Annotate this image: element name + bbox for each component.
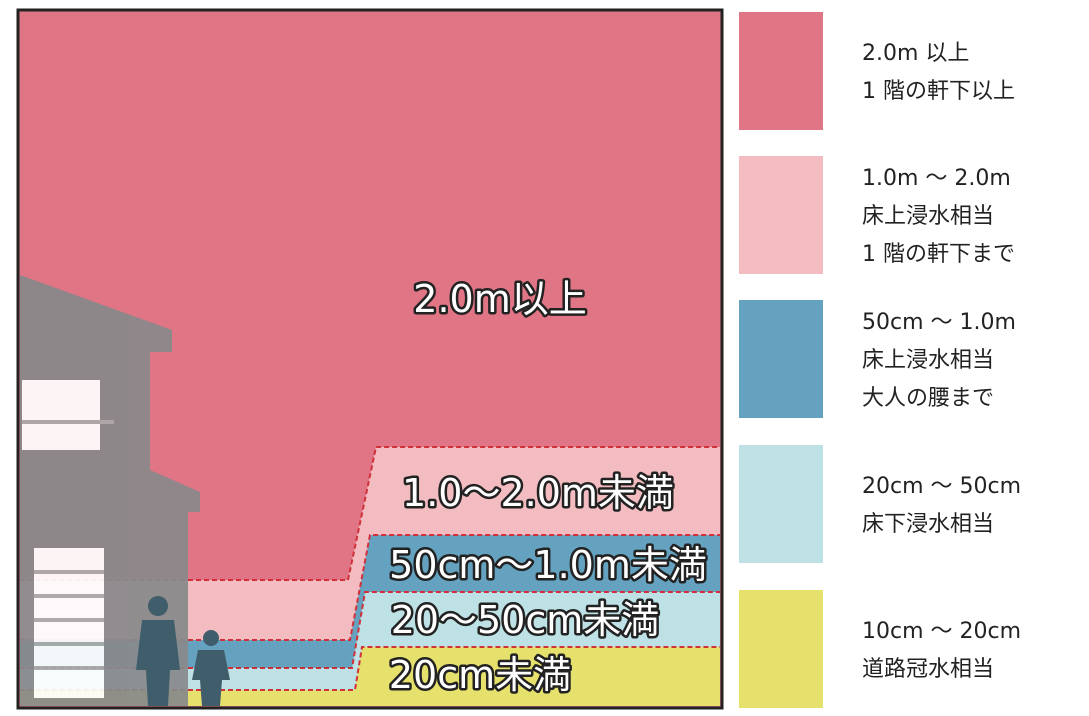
legend-text: 1.0m 〜 2.0m [862,166,1011,191]
boundary [20,646,720,691]
zone-label: 20cm未満 [389,653,571,697]
legend-text: 大人の腰まで [862,386,994,411]
legend-text: 2.0m 以上 [862,41,969,66]
legend-swatch [739,12,823,130]
legend-swatch [739,590,823,708]
zone-label: 2.0m以上 [413,277,586,321]
legend-text: 道路冠水相当 [862,657,994,682]
legend-text: 1 階の軒下まで [862,242,1015,267]
legend-swatch [739,156,823,274]
legend: 2.0m 以上 1 階の軒下以上 1.0m 〜 2.0m 床上浸水相当 1 階の軒下まで… [739,12,1021,708]
zone-label: 50cm〜1.0m未満 [389,543,707,587]
boundary [20,591,720,669]
legend-text: 1 階の軒下以上 [862,79,1015,104]
legend-text: 床上浸水相当 [862,348,994,373]
people [136,596,230,706]
frame [16,8,724,710]
legend-text: 50cm 〜 1.0m [862,310,1016,335]
legend-text: 床下浸水相当 [862,512,994,537]
legend-text: 10cm 〜 20cm [862,619,1021,644]
legend-text: 床上浸水相当 [862,204,994,229]
zone-label: 1.0〜2.0m未満 [402,471,674,515]
legend-swatch [739,445,823,563]
zone-under-20 [20,647,720,706]
legend-swatch [739,300,823,418]
zone-label: 20〜50cm未満 [391,598,660,642]
legend-text: 20cm 〜 50cm [862,474,1021,499]
